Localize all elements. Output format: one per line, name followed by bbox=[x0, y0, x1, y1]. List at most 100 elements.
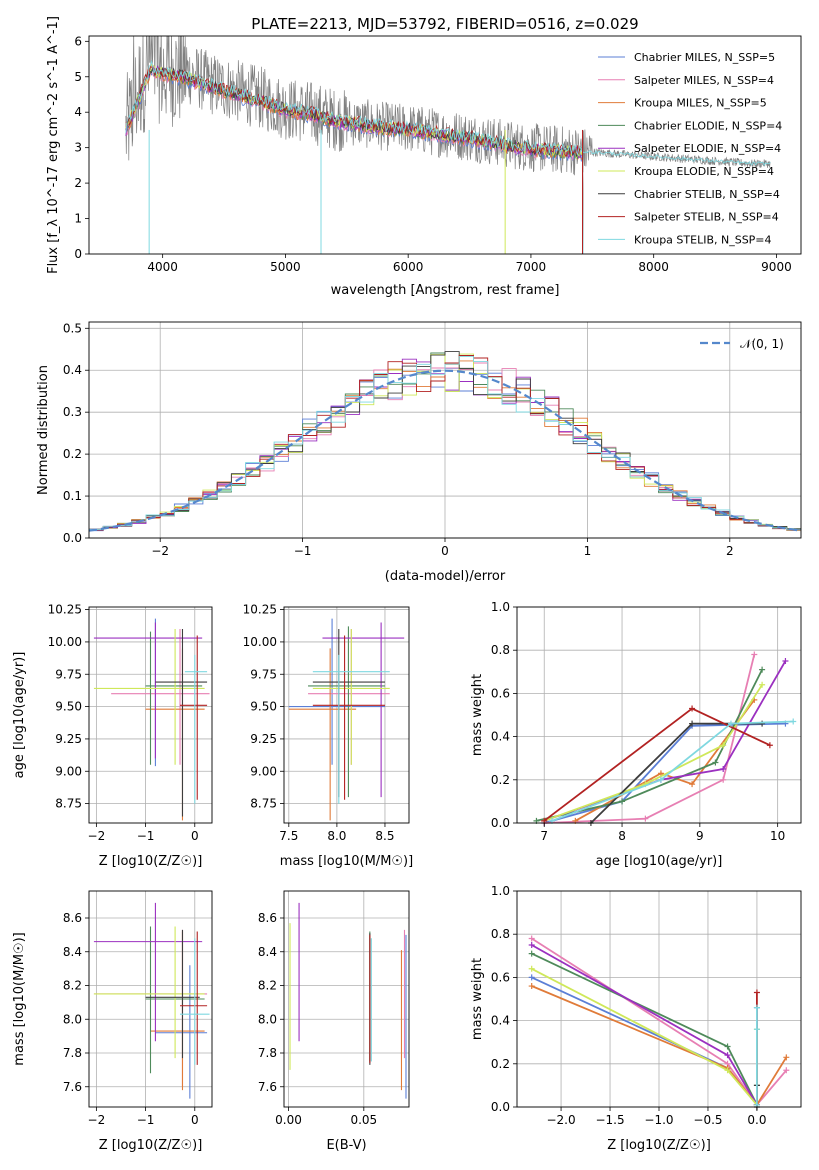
errorbar-point-6 bbox=[155, 628, 208, 817]
x-tick-label: −0.5 bbox=[693, 1113, 722, 1127]
y-tick-label: 0.4 bbox=[491, 730, 510, 744]
series-marker bbox=[759, 720, 766, 727]
series-marker bbox=[720, 776, 727, 783]
x-tick-label: 0 bbox=[191, 1113, 199, 1127]
series-7 bbox=[541, 705, 773, 824]
series-line bbox=[590, 722, 763, 824]
y-tick-label: 6 bbox=[74, 34, 82, 48]
y-tick-label: 10.25 bbox=[48, 603, 82, 617]
model-spectrum-7 bbox=[125, 66, 584, 254]
errorbar-point-4 bbox=[93, 622, 203, 759]
series-marker bbox=[753, 1004, 760, 1011]
axes-frame bbox=[88, 321, 802, 539]
y-tick-label: 9.75 bbox=[250, 667, 277, 681]
y-axis-label: mass [log10(M/M☉)] bbox=[12, 932, 27, 1065]
y-axis-label: mass weight bbox=[470, 958, 485, 1040]
y-tick-label: 7.6 bbox=[63, 1080, 82, 1094]
series-marker bbox=[528, 965, 535, 972]
y-axis-label: Flux [f_λ 10^-17 erg cm^-2 s^-1 A^-1] bbox=[46, 16, 61, 274]
x-tick-label: 8 bbox=[618, 829, 626, 843]
model-spectrum-6 bbox=[125, 66, 584, 254]
x-tick-label: 7 bbox=[540, 829, 548, 843]
errorbar-point-7 bbox=[312, 635, 385, 800]
legend-label: Kroupa MILES, N_SSP=5 bbox=[634, 97, 767, 110]
legend: 𝒩(0, 1) bbox=[700, 337, 784, 351]
series-marker bbox=[528, 974, 535, 981]
model-spectrum-5 bbox=[125, 63, 584, 254]
x-tick-label: 9000 bbox=[761, 260, 792, 274]
y-tick-label: 8.6 bbox=[258, 911, 277, 925]
y-tick-label: 8.75 bbox=[250, 797, 277, 811]
series-marker bbox=[751, 651, 758, 658]
x-axis-label: Z [log10(Z/Z☉)] bbox=[99, 854, 203, 869]
legend-label: 𝒩(0, 1) bbox=[740, 337, 784, 351]
series-5 bbox=[541, 681, 766, 824]
series-line bbox=[536, 669, 763, 822]
x-tick-label: 1 bbox=[584, 544, 592, 558]
plot-area bbox=[288, 618, 405, 821]
axes-frame bbox=[516, 890, 802, 1108]
x-tick-label: 9 bbox=[696, 829, 704, 843]
x-axis-label: Z [log10(Z/Z☉)] bbox=[99, 1138, 203, 1153]
y-tick-label: 9.25 bbox=[250, 732, 277, 746]
model-spectrum-1 bbox=[125, 70, 584, 254]
axes-frame bbox=[88, 606, 213, 824]
plot-area bbox=[89, 351, 801, 533]
errorbar-point-8 bbox=[312, 654, 390, 804]
y-tick-label: 0.6 bbox=[491, 970, 510, 984]
errorbar-point-8 bbox=[184, 654, 208, 804]
errorbar-point-7 bbox=[180, 635, 208, 800]
series-marker bbox=[759, 666, 766, 673]
series-marker bbox=[528, 935, 535, 942]
legend-label: Chabrier MILES, N_SSP=5 bbox=[634, 51, 775, 64]
x-tick-label: −1.5 bbox=[595, 1113, 624, 1127]
y-tick-label: 0.2 bbox=[491, 773, 510, 787]
legend-label: Salpeter STELIB, N_SSP=4 bbox=[634, 211, 779, 224]
x-axis-label: mass [log10(M/M☉)] bbox=[280, 854, 413, 869]
errorbar-point-5 bbox=[312, 628, 390, 765]
x-tick-label: 0.0 bbox=[747, 1113, 766, 1127]
series-marker bbox=[528, 942, 535, 948]
model-spectrum-tail bbox=[579, 148, 771, 167]
figure-title: PLATE=2213, MJD=53792, FIBERID=0516, z=0… bbox=[251, 15, 638, 33]
axes-frame bbox=[283, 606, 410, 824]
errorbar-point-4 bbox=[322, 622, 405, 798]
legend-label: Salpeter MILES, N_SSP=4 bbox=[634, 74, 774, 87]
errorbar-point-4 bbox=[93, 902, 203, 1042]
y-tick-label: 9.50 bbox=[55, 700, 82, 714]
series-8 bbox=[753, 1004, 760, 1108]
y-tick-label: 5 bbox=[74, 70, 82, 84]
series-marker bbox=[657, 770, 664, 777]
y-tick-label: 9.25 bbox=[55, 732, 82, 746]
errorbar-point-8 bbox=[180, 938, 210, 1065]
x-tick-label: 0.00 bbox=[275, 1113, 302, 1127]
y-tick-label: 1 bbox=[74, 212, 82, 226]
y-axis-label: age [log10(age/yr)] bbox=[12, 652, 27, 779]
y-tick-label: 0.4 bbox=[63, 363, 82, 377]
errorbar-point-5 bbox=[93, 628, 205, 765]
x-tick-label: −1 bbox=[137, 1113, 155, 1127]
x-tick-label: 10 bbox=[770, 829, 785, 843]
y-tick-label: 2 bbox=[74, 176, 82, 190]
series-marker bbox=[657, 776, 664, 783]
series-marker bbox=[689, 705, 696, 712]
series-4 bbox=[528, 942, 760, 1108]
model-spectrum-2 bbox=[125, 66, 584, 254]
y-tick-label: 0.6 bbox=[491, 686, 510, 700]
y-tick-label: 8.2 bbox=[258, 979, 277, 993]
x-tick-label: −1.0 bbox=[644, 1113, 673, 1127]
x-tick-label: 8000 bbox=[638, 260, 669, 274]
histogram-8 bbox=[89, 356, 801, 533]
x-tick-label: 8.0 bbox=[327, 829, 346, 843]
x-tick-label: 5000 bbox=[270, 260, 301, 274]
series-0 bbox=[528, 974, 760, 1108]
x-axis-label: (data-model)/error bbox=[385, 569, 506, 584]
y-axis-label: Normed distribution bbox=[36, 365, 51, 495]
y-tick-label: 0.2 bbox=[63, 447, 82, 461]
x-tick-label: −2 bbox=[88, 829, 106, 843]
series-marker bbox=[759, 681, 766, 688]
series-marker bbox=[619, 798, 626, 805]
x-tick-label: 0 bbox=[441, 544, 449, 558]
y-tick-label: 4 bbox=[74, 105, 82, 119]
